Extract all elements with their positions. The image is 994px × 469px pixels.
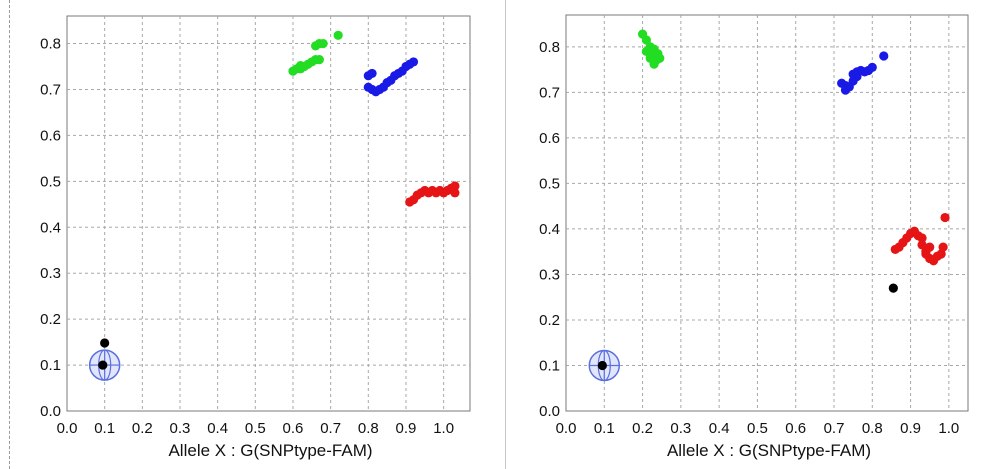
y-tick-label: 0.7 — [539, 84, 560, 101]
blue-data-point[interactable] — [408, 57, 419, 67]
y-tick-label: 0.1 — [539, 357, 560, 374]
x-tick-label: 0.3 — [670, 420, 691, 437]
black-data-point[interactable] — [100, 338, 110, 348]
y-tick-label: 0.3 — [40, 265, 61, 282]
y-tick-label: 0.8 — [40, 36, 61, 53]
y-tick-label: 0.4 — [539, 221, 560, 238]
x-tick-label: 0.0 — [556, 420, 577, 437]
x-tick-label: 0.8 — [358, 420, 379, 437]
y-tick-label: 0.7 — [40, 81, 61, 98]
red-data-point[interactable] — [450, 188, 460, 198]
red-data-point[interactable] — [917, 233, 927, 243]
black-data-point[interactable] — [888, 283, 898, 293]
panel-divider — [505, 0, 506, 469]
green-data-point[interactable] — [641, 35, 652, 45]
plot-frame — [565, 14, 969, 412]
y-tick-label: 0.0 — [539, 403, 560, 420]
green-data-point[interactable] — [314, 55, 324, 65]
x-tick-label: 0.2 — [132, 420, 153, 437]
black-data-point[interactable] — [597, 360, 607, 371]
y-tick-label: 0.4 — [40, 219, 61, 236]
x-tick-label: 0.0 — [57, 420, 78, 437]
left-dashed-border — [9, 0, 10, 469]
y-tick-label: 0.5 — [539, 175, 560, 192]
green-data-point[interactable] — [318, 38, 328, 49]
x-tick-label: 0.5 — [245, 420, 266, 437]
x-tick-label: 1.0 — [938, 420, 959, 437]
red-data-point[interactable] — [921, 247, 931, 257]
x-tick-label: 0.6 — [283, 420, 304, 437]
y-tick-label: 0.8 — [539, 39, 560, 56]
x-tick-label: 0.7 — [320, 420, 341, 437]
y-tick-label: 0.0 — [40, 403, 61, 420]
y-tick-label: 0.2 — [40, 311, 61, 328]
x-tick-label: 0.5 — [747, 420, 768, 437]
x-tick-label: 0.4 — [709, 420, 730, 437]
blue-data-point[interactable] — [879, 51, 889, 61]
red-data-point[interactable] — [450, 181, 460, 191]
y-tick-label: 0.3 — [539, 266, 560, 283]
green-data-point[interactable] — [641, 46, 652, 57]
x-tick-label: 0.2 — [632, 420, 653, 437]
x-tick-label: 0.7 — [824, 420, 845, 437]
red-data-point[interactable] — [938, 242, 948, 252]
x-tick-label: 0.6 — [785, 420, 806, 437]
green-data-point[interactable] — [333, 30, 343, 40]
x-tick-label: 1.0 — [433, 420, 454, 437]
green-data-point[interactable] — [645, 53, 655, 63]
x-tick-label: 0.4 — [207, 420, 228, 437]
y-tick-label: 0.6 — [539, 130, 560, 147]
x-tick-label: 0.9 — [900, 420, 921, 437]
y-tick-label: 0.1 — [40, 357, 61, 374]
blue-data-point[interactable] — [867, 62, 877, 72]
red-data-point[interactable] — [917, 240, 927, 250]
x-tick-label: 0.8 — [862, 420, 883, 437]
x-tick-label: 0.3 — [170, 420, 191, 437]
x-tick-label: 0.1 — [94, 420, 115, 437]
red-data-point[interactable] — [940, 212, 950, 223]
blue-data-point[interactable] — [367, 68, 377, 79]
y-tick-label: 0.6 — [40, 127, 61, 144]
x-axis-label: Allele X : G(SNPtype-FAM) — [168, 441, 372, 460]
x-tick-label: 0.9 — [396, 420, 417, 437]
y-tick-label: 0.2 — [539, 312, 560, 329]
x-axis-label: Allele X : G(SNPtype-FAM) — [667, 441, 871, 460]
x-tick-label: 0.1 — [594, 420, 615, 437]
black-data-point[interactable] — [98, 360, 108, 370]
plot-frame — [66, 15, 471, 412]
y-tick-label: 0.5 — [40, 173, 61, 190]
